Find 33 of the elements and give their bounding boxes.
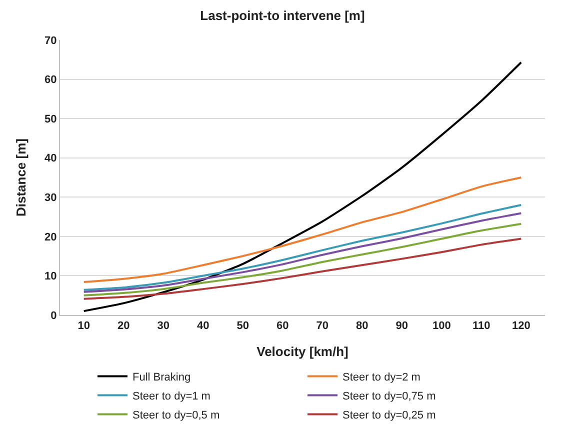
y-tick-label: 50 bbox=[44, 113, 57, 126]
x-tick-label: 120 bbox=[512, 320, 530, 332]
y-tick-label: 70 bbox=[44, 34, 57, 47]
line-series bbox=[82, 61, 522, 312]
x-tick-label: 20 bbox=[117, 320, 130, 332]
legend-label: Full Braking bbox=[132, 372, 191, 384]
x-tick-label: 80 bbox=[356, 320, 368, 332]
x-tick-label: 30 bbox=[157, 320, 170, 332]
chart-title: Last-point-to intervene [m] bbox=[200, 8, 365, 24]
line-series bbox=[82, 222, 522, 296]
legend-label: Steer to dy=1 m bbox=[132, 390, 210, 403]
x-tick-label: 50 bbox=[236, 320, 249, 332]
y-tick-label: 30 bbox=[44, 192, 57, 204]
y-tick-label: 40 bbox=[44, 152, 57, 165]
legend-label: Steer to dy=0,75 m bbox=[342, 390, 436, 403]
y-tick-label: 10 bbox=[44, 270, 57, 283]
x-tick-label: 110 bbox=[472, 320, 490, 332]
y-tick-label: 0 bbox=[50, 310, 57, 322]
y-tick-label: 60 bbox=[44, 74, 57, 86]
x-tick-label: 10 bbox=[78, 320, 90, 332]
x-tick-label: 90 bbox=[396, 320, 408, 332]
y-tick-label: 20 bbox=[44, 231, 57, 244]
legend-label: Steer to dy=2 m bbox=[342, 372, 420, 384]
y-axis-title: Distance [m] bbox=[14, 138, 28, 217]
x-tick-label: 70 bbox=[316, 320, 329, 332]
line-series bbox=[82, 176, 522, 283]
legend-label: Steer to dy=0,5 m bbox=[132, 410, 220, 422]
x-tick-label: 40 bbox=[196, 320, 210, 332]
legend-label: Steer to dy=0,25 m bbox=[342, 410, 436, 422]
x-axis-title: Velocity [km/h] bbox=[256, 344, 348, 359]
line-series bbox=[82, 238, 522, 300]
x-tick-label: 100 bbox=[432, 320, 451, 332]
x-tick-label: 60 bbox=[276, 320, 289, 332]
